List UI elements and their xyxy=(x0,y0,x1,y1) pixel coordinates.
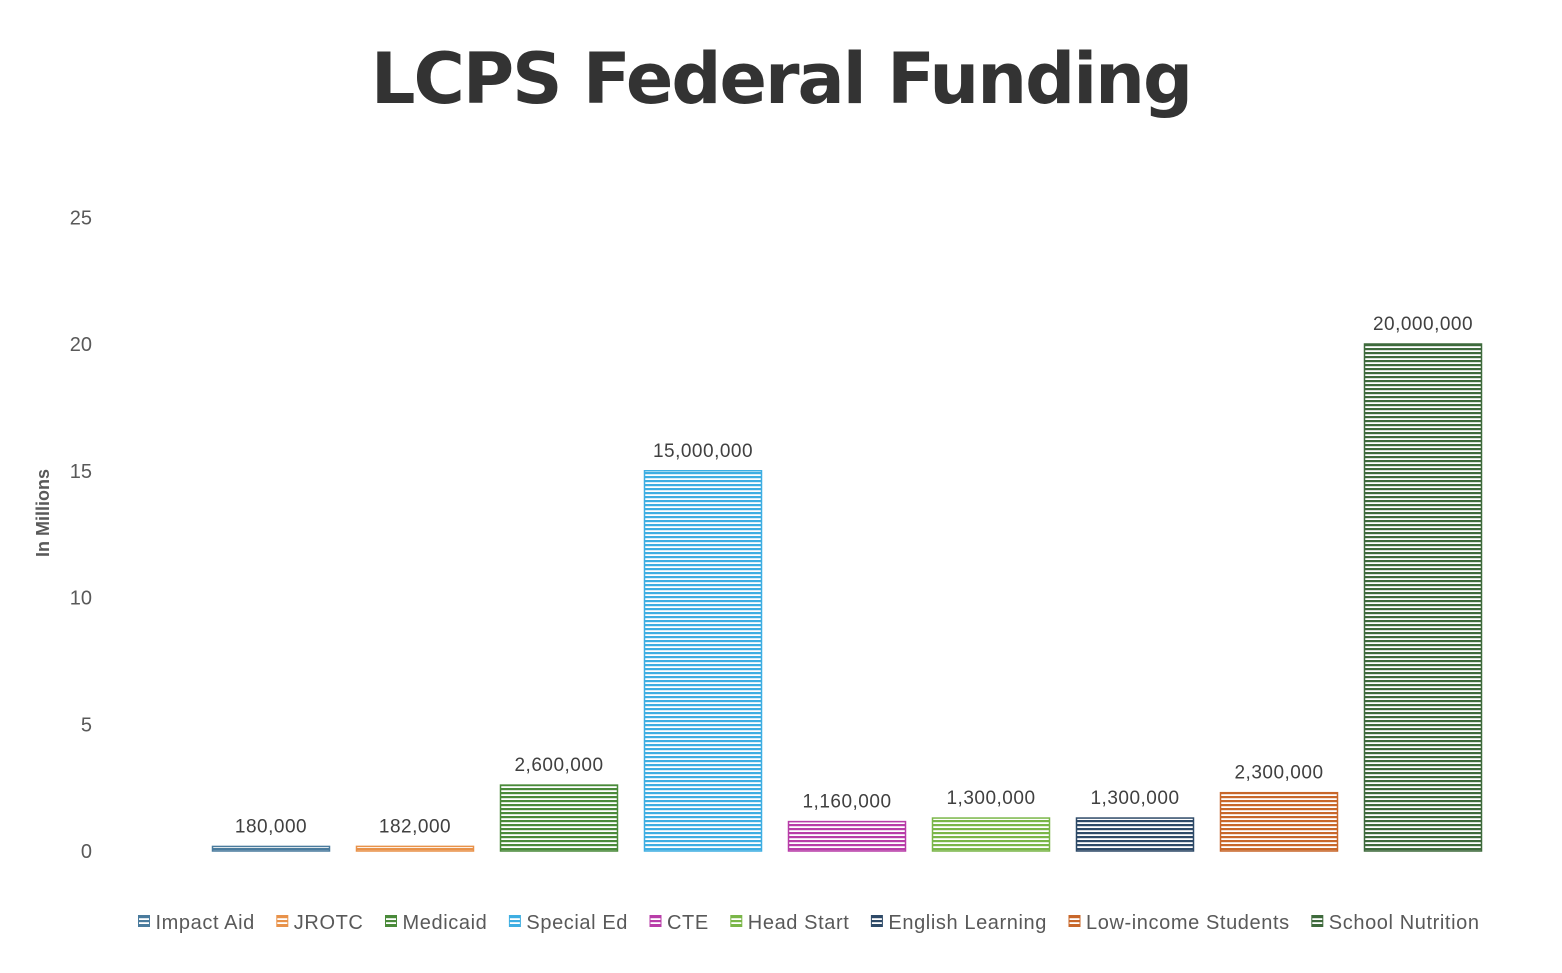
bar-english-learning xyxy=(1075,817,1195,852)
legend-label: CTE xyxy=(667,912,709,934)
data-label-medicaid: 2,600,000 xyxy=(514,755,603,776)
legend-label: Medicaid xyxy=(403,912,488,934)
legend-item-english-learning: English Learning xyxy=(870,912,1047,934)
data-label-school-nutrition: 20,000,000 xyxy=(1373,314,1473,335)
data-label-low-income-students: 2,300,000 xyxy=(1234,763,1323,784)
legend-swatch xyxy=(730,915,743,927)
legend-item-cte: CTE xyxy=(649,912,709,934)
legend-item-medicaid: Medicaid xyxy=(385,912,488,934)
legend-label: School Nutrition xyxy=(1329,912,1480,934)
bar-head-start xyxy=(931,817,1051,852)
y-tick-label: 10 xyxy=(70,588,92,610)
data-labels-group: 180,000 182,000 2,600,000 15,000,000 1,160,0… xyxy=(235,314,1473,837)
legend-swatch xyxy=(385,915,397,927)
bar-low-income-students xyxy=(1219,791,1339,852)
legend-label: Special Ed xyxy=(526,912,628,934)
bar-impact-aid xyxy=(211,845,331,852)
legend-label: English Learning xyxy=(888,912,1047,934)
legend-label: Low-income Students xyxy=(1086,912,1290,934)
legend-item-head-start: Head Start xyxy=(730,912,850,934)
legend-swatch xyxy=(508,915,521,927)
y-tick-label: 0 xyxy=(81,841,92,863)
legend-swatch xyxy=(1068,915,1081,927)
y-tick-label: 5 xyxy=(81,714,92,736)
bar-cte xyxy=(787,820,907,852)
data-label-impact-aid: 180,000 xyxy=(235,816,307,837)
y-axis-ticks: 0 5 10 15 20 25 xyxy=(70,207,92,863)
data-label-special-ed: 15,000,000 xyxy=(653,441,753,462)
y-tick-label: 20 xyxy=(70,334,92,356)
bars-group xyxy=(211,343,1483,852)
legend-swatch xyxy=(870,915,883,927)
data-label-english-learning: 1,300,000 xyxy=(1090,788,1179,809)
legend-item-special-ed: Special Ed xyxy=(508,912,628,934)
legend-swatch xyxy=(276,915,289,927)
legend-label: Head Start xyxy=(748,912,850,934)
legend-label: JROTC xyxy=(294,912,364,934)
bar-special-ed xyxy=(643,470,763,852)
data-label-head-start: 1,300,000 xyxy=(946,788,1035,809)
y-tick-label: 15 xyxy=(70,461,92,483)
data-label-jrotc: 182,000 xyxy=(379,816,451,837)
legend-swatch xyxy=(649,915,662,927)
bar-jrotc xyxy=(355,845,475,852)
legend-swatch xyxy=(138,915,150,927)
data-label-cte: 1,160,000 xyxy=(802,792,891,813)
legend-item-low-income-students: Low-income Students xyxy=(1068,912,1290,934)
legend-label: Impact Aid xyxy=(156,912,255,934)
legend: Impact Aid JROTC Medicaid Special Ed CTE Head… xyxy=(138,912,1480,934)
legend-swatch xyxy=(1311,915,1324,927)
legend-item-impact-aid: Impact Aid xyxy=(138,912,255,934)
y-axis-title: In Millions xyxy=(33,469,53,557)
y-tick-label: 25 xyxy=(70,207,92,229)
chart-title: LCPS Federal Funding xyxy=(370,38,1193,120)
bar-medicaid xyxy=(499,784,619,852)
legend-item-jrotc: JROTC xyxy=(276,912,364,934)
legend-item-school-nutrition: School Nutrition xyxy=(1311,912,1480,934)
bar-school-nutrition xyxy=(1363,343,1483,852)
